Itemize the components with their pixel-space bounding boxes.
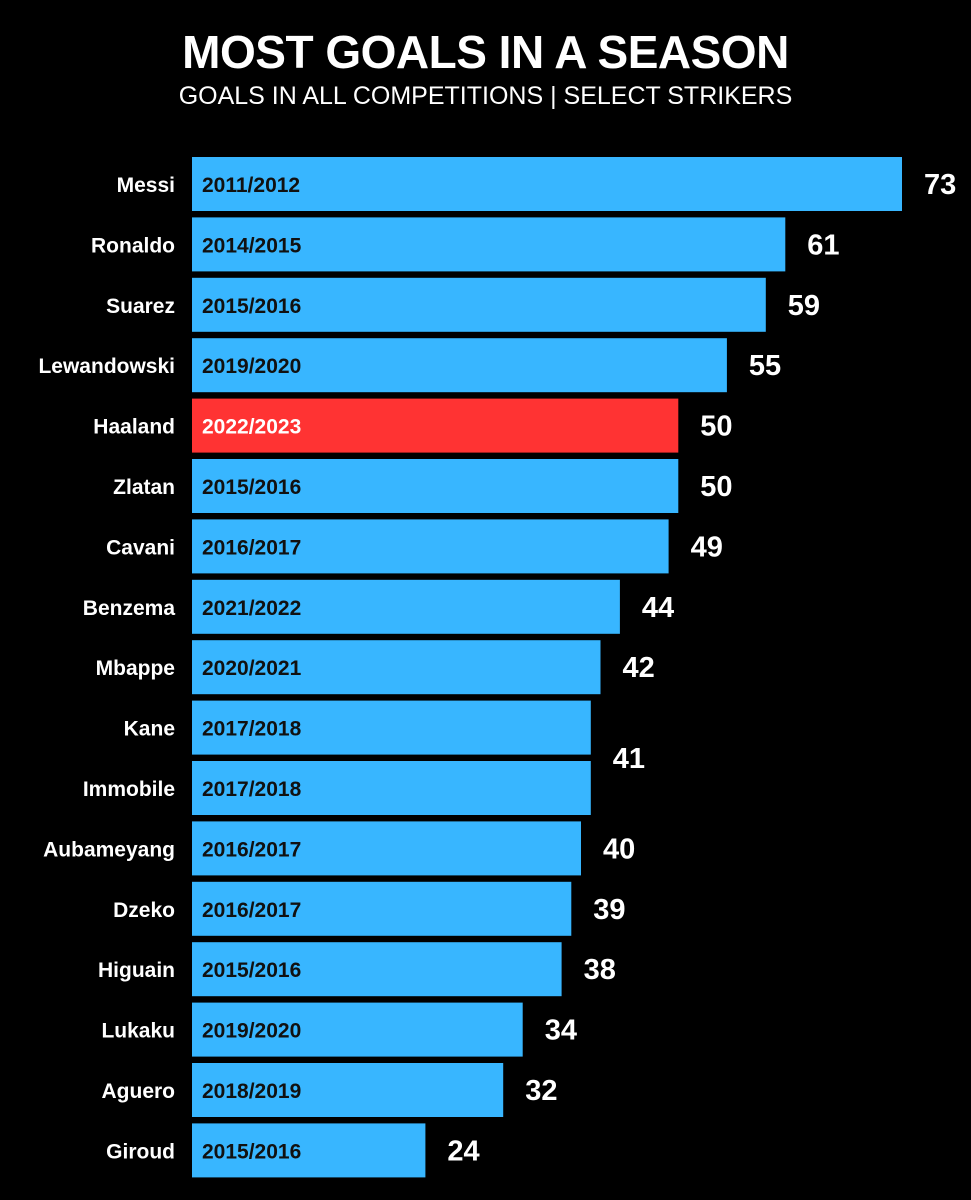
player-label: Suarez xyxy=(106,295,175,318)
player-label: Lewandowski xyxy=(38,355,175,378)
value-label: 55 xyxy=(749,350,781,382)
season-label: 2017/2018 xyxy=(202,718,302,741)
bar-immobile xyxy=(192,761,591,815)
bar-kane xyxy=(192,700,591,755)
chart-subtitle: GOALS IN ALL COMPETITIONS | SELECT STRIK… xyxy=(178,82,793,110)
bar-aubameyang xyxy=(192,821,581,876)
season-label: 2016/2017 xyxy=(202,838,301,861)
value-label: 44 xyxy=(642,592,674,624)
season-label: 2022/2023 xyxy=(202,416,301,439)
player-label: Immobile xyxy=(83,778,175,801)
season-label: 2019/2020 xyxy=(202,1020,301,1043)
player-label: Aubameyang xyxy=(43,838,175,861)
player-label: Dzeko xyxy=(113,899,175,922)
bar-lewandowski xyxy=(192,338,727,393)
bar-cavani xyxy=(192,519,669,574)
player-label: Benzema xyxy=(83,597,176,620)
player-label: Zlatan xyxy=(113,476,175,499)
value-label: 32 xyxy=(525,1075,557,1107)
season-label: 2016/2017 xyxy=(202,536,301,559)
value-label: 73 xyxy=(924,169,956,201)
bar-benzema xyxy=(192,579,620,634)
value-label: 40 xyxy=(603,833,635,865)
season-label: 2015/2016 xyxy=(202,295,301,318)
bar-suarez xyxy=(192,277,766,332)
player-label: Mbappe xyxy=(96,657,175,680)
season-label: 2011/2012 xyxy=(202,174,300,197)
value-label: 41 xyxy=(613,743,645,775)
season-label: 2020/2021 xyxy=(202,657,302,680)
value-label: 24 xyxy=(447,1135,479,1167)
bar-ronaldo xyxy=(192,217,786,272)
player-label: Cavani xyxy=(106,536,175,559)
value-label: 42 xyxy=(623,652,655,684)
season-label: 2015/2016 xyxy=(202,959,301,982)
player-label: Ronaldo xyxy=(91,234,175,257)
player-label: Lukaku xyxy=(101,1020,175,1043)
bar-aguero xyxy=(192,1063,504,1117)
value-label: 34 xyxy=(545,1015,577,1047)
bar-zlatan xyxy=(192,459,679,513)
player-label: Kane xyxy=(124,718,175,741)
season-label: 2019/2020 xyxy=(202,355,301,378)
player-label: Haaland xyxy=(93,416,175,439)
chart-title: MOST GOALS IN A SEASON xyxy=(182,26,789,78)
season-label: 2015/2016 xyxy=(202,1140,301,1163)
bar-higuain xyxy=(192,942,562,997)
bar-messi xyxy=(192,157,902,211)
value-label: 50 xyxy=(700,411,732,443)
bar-haaland xyxy=(192,398,679,453)
player-label: Higuain xyxy=(98,959,175,982)
season-label: 2021/2022 xyxy=(202,597,301,620)
season-label: 2018/2019 xyxy=(202,1080,301,1103)
value-label: 61 xyxy=(807,229,839,261)
value-label: 59 xyxy=(788,290,820,322)
value-label: 50 xyxy=(700,471,732,503)
bar-mbappe xyxy=(192,640,601,695)
player-label: Messi xyxy=(117,174,175,197)
player-label: Giroud xyxy=(106,1140,175,1163)
value-label: 39 xyxy=(593,894,625,926)
bar-lukaku xyxy=(192,1002,523,1057)
bar-giroud xyxy=(192,1123,426,1178)
season-label: 2017/2018 xyxy=(202,778,302,801)
season-label: 2014/2015 xyxy=(202,234,302,257)
value-label: 38 xyxy=(584,954,616,986)
value-label: 49 xyxy=(691,531,723,563)
bar-dzeko xyxy=(192,881,572,936)
season-label: 2016/2017 xyxy=(202,899,301,922)
player-label: Aguero xyxy=(102,1080,176,1103)
season-label: 2015/2016 xyxy=(202,476,301,499)
